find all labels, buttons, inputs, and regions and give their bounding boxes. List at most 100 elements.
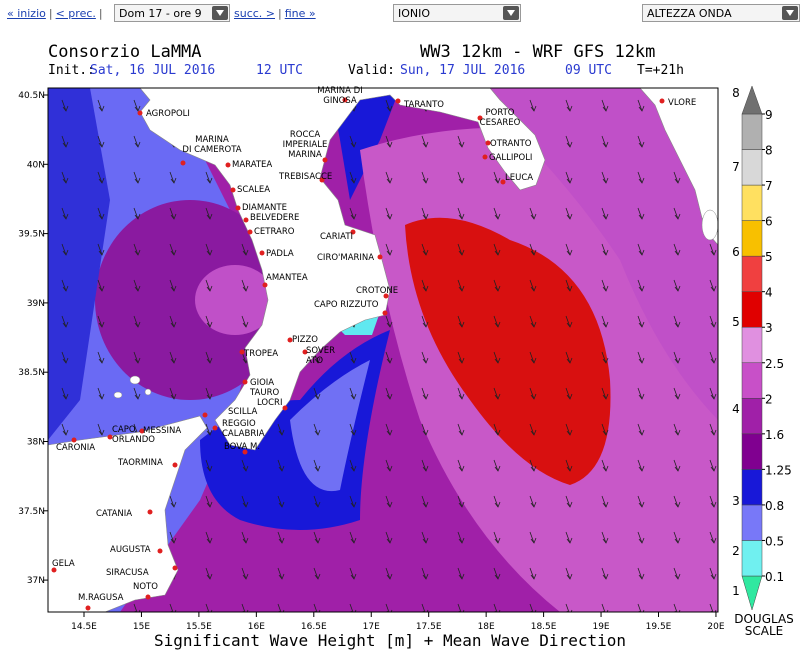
variable-select[interactable]: ALTEZZA ONDA	[642, 4, 800, 22]
arrow	[601, 351, 609, 364]
place-marker	[157, 548, 163, 554]
arrow	[709, 387, 717, 400]
place-marker	[342, 97, 348, 103]
arrow	[349, 495, 357, 508]
separator: |	[48, 7, 53, 20]
arrow	[493, 351, 501, 364]
arrow	[385, 459, 393, 472]
arrow	[637, 315, 645, 328]
island	[113, 391, 123, 399]
arrow	[61, 315, 69, 328]
place-label: MARATEA	[232, 160, 272, 170]
arrow	[133, 351, 141, 364]
place-label: TARANTO	[403, 100, 444, 110]
place-label: MESSINA	[143, 426, 181, 436]
place-label: NOTO	[133, 582, 158, 592]
arrow	[133, 171, 141, 184]
arrow	[205, 423, 213, 436]
place-marker	[202, 412, 208, 418]
dropdown-button[interactable]	[782, 6, 798, 20]
island	[144, 388, 152, 396]
arrow	[97, 243, 105, 256]
arrow	[601, 567, 609, 580]
dropdown-button[interactable]	[503, 6, 519, 20]
arrow	[601, 495, 609, 508]
arrow	[493, 207, 501, 220]
colorbar-label: 0.5	[765, 534, 784, 548]
place-label: CAPO	[112, 425, 136, 435]
douglas-label: 6	[732, 245, 740, 259]
colorbar: 0.1 0.5 0.8 1.25 1.6 2 2.5 3 4 5 6 7 8 9 1 2 3 4 5 6 7 8 DOUGL…	[732, 85, 794, 638]
time-select[interactable]: Dom 17 - ore 9	[114, 4, 230, 22]
lat-tick-label: 40.5N	[18, 91, 45, 101]
nav-bar: « inizio | < prec. | Dom 17 - ore 9 succ. >…	[0, 0, 806, 30]
arrow	[385, 207, 393, 220]
arrow	[457, 243, 465, 256]
place-marker	[172, 565, 178, 571]
dropdown-button[interactable]	[212, 6, 228, 20]
nav-link[interactable]: succ. >	[234, 7, 276, 20]
arrow	[565, 99, 573, 112]
nav-link[interactable]: « inizio	[7, 7, 46, 20]
arrow	[709, 459, 717, 472]
place-label: DIAMANTE	[242, 203, 287, 213]
zone-pink-east	[470, 88, 718, 420]
arrow	[97, 315, 105, 328]
arrow	[97, 207, 105, 220]
arrow	[673, 207, 681, 220]
arrow	[133, 99, 141, 112]
arrow	[349, 351, 357, 364]
nav-links-left: « inizio | < prec. |	[7, 7, 106, 20]
arrow	[529, 423, 537, 436]
arrow	[565, 135, 573, 148]
place-label: BELVEDERE	[250, 213, 299, 223]
arrow	[457, 423, 465, 436]
place-marker	[659, 98, 665, 104]
arrow	[421, 135, 429, 148]
colorbar-label: 2	[765, 392, 773, 406]
arrow	[97, 351, 105, 364]
nav-link[interactable]: fine »	[284, 7, 316, 20]
place-marker	[319, 177, 325, 183]
douglas-label: 4	[732, 402, 740, 416]
lon-tick-label: 19E	[592, 622, 609, 632]
arrow	[169, 279, 177, 292]
colorbar-end	[741, 85, 763, 115]
arrow	[385, 423, 393, 436]
lon-tick-label: 14.5E	[71, 622, 97, 632]
nav-links-right: succ. > | fine »	[234, 7, 316, 20]
place-marker	[383, 293, 389, 299]
arrow	[205, 531, 213, 544]
arrow	[709, 495, 717, 508]
arrow	[637, 351, 645, 364]
valid-time: 09 UTC	[565, 63, 612, 78]
place-marker	[172, 462, 178, 468]
producer: Consorzio LaMMA	[48, 42, 202, 62]
colorbar-label: 6	[765, 215, 773, 229]
nav-link[interactable]: < prec.	[55, 7, 96, 20]
arrow	[205, 567, 213, 580]
arrow	[709, 279, 717, 292]
place-label: CAPO RIZZUTO	[314, 300, 379, 310]
lat-tick-label: 37N	[27, 576, 45, 586]
island	[129, 375, 141, 385]
colorbar-label: 3	[765, 321, 773, 335]
arrow	[385, 531, 393, 544]
lon-tick-label: 18E	[478, 622, 495, 632]
place-marker	[242, 379, 248, 385]
place-marker	[139, 428, 145, 434]
place-marker	[235, 205, 241, 211]
place-marker	[145, 594, 151, 600]
douglas-title: SCALE	[745, 624, 783, 638]
arrow	[529, 459, 537, 472]
arrow	[241, 315, 249, 328]
zone-light-blue-ionian	[290, 360, 370, 492]
map-frame	[47, 87, 719, 613]
colorbar-label: 4	[765, 286, 773, 300]
arrow	[457, 135, 465, 148]
arrow	[637, 207, 645, 220]
arrow	[601, 387, 609, 400]
area-select[interactable]: IONIO	[393, 4, 521, 22]
init-date: Sat, 16 JUL 2016	[90, 63, 215, 78]
place-marker	[477, 115, 483, 121]
